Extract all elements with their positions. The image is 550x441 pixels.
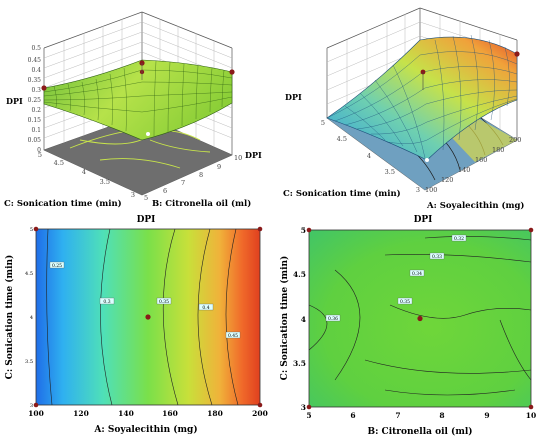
z-tick-0.15: 0.15 xyxy=(28,117,42,124)
x-tick-160: 160 xyxy=(162,409,178,418)
contour-label-0.25: 0.25 xyxy=(52,263,62,269)
y-tick-3: 3 xyxy=(30,403,33,409)
y-tick-3.5: 3.5 xyxy=(385,168,395,176)
contour-label-0.34: 0.34 xyxy=(412,271,422,277)
x-tick-180: 180 xyxy=(492,146,504,154)
x-axis-label: B: Citronella oil (ml) xyxy=(367,426,472,437)
z-tick-0.1: 0.1 xyxy=(31,127,41,134)
y-tick-5: 5 xyxy=(301,226,306,235)
contour-label-0.36: 0.36 xyxy=(328,316,338,322)
x-tick-10: 10 xyxy=(234,154,242,162)
contour-label-0.4: 0.4 xyxy=(202,305,209,311)
contour-label-0.32: 0.32 xyxy=(454,236,464,242)
y-tick-3.5: 3.5 xyxy=(25,359,33,365)
y-axis-label: C: Sonication time (min) xyxy=(4,198,122,209)
y-tick-3: 3 xyxy=(416,186,420,194)
y-tick-3: 3 xyxy=(301,403,306,412)
x-tick-5: 5 xyxy=(306,411,311,420)
x-tick-6: 6 xyxy=(163,187,167,195)
z-tick-0.35: 0.35 xyxy=(28,77,42,84)
x-tick-8: 8 xyxy=(439,411,444,420)
y-tick-4.5: 4.5 xyxy=(337,135,347,143)
x-tick-180: 180 xyxy=(207,409,223,418)
y-axis-label: C: Sonication time (min) xyxy=(4,255,15,380)
y-axis-label: C: Sonication time (min) xyxy=(279,256,290,381)
x-tick-7: 7 xyxy=(181,179,185,187)
x-tick-140: 140 xyxy=(458,166,470,174)
contour-plot-citronella-sonication: DPI 0.32 0.33 0.34 0.35 0.36 5 6 7 8 9 1… xyxy=(275,210,550,441)
design-point xyxy=(145,314,150,319)
contour-plot-soyalecithin-sonication: DPI 0.25 0.3 0.35 0.4 0.45 100 120 140 1… xyxy=(0,210,275,441)
surface xyxy=(44,60,232,140)
x-axis-label: A: Soyalecithin (mg) xyxy=(93,424,197,435)
plot-title: DPI xyxy=(414,215,433,225)
x-tick-6: 6 xyxy=(350,411,355,420)
design-point xyxy=(417,316,422,321)
x-tick-9: 9 xyxy=(217,163,221,171)
contour-label-0.3: 0.3 xyxy=(103,299,110,305)
contour-label-0.33: 0.33 xyxy=(432,254,442,260)
plot-title: DPI xyxy=(137,215,156,225)
z-tick-0.4: 0.4 xyxy=(31,67,41,74)
x-tick-7: 7 xyxy=(395,411,400,420)
surface-plot-citronella-sonication: 0 0.05 0.1 0.15 0.2 0.25 0.3 0.35 0.4 0.… xyxy=(0,0,275,210)
x-tick-140: 140 xyxy=(118,409,134,418)
z-axis-label: DPI xyxy=(6,96,23,106)
y-tick-4.5: 4.5 xyxy=(25,271,33,277)
x-tick-120: 120 xyxy=(73,409,89,418)
x-tick-8: 8 xyxy=(199,171,203,179)
contour-label-0.35: 0.35 xyxy=(159,299,169,305)
x-tick-10: 10 xyxy=(526,411,536,420)
y-tick-3: 3 xyxy=(131,191,135,199)
x-tick-labels: 100 120 140 160 180 200 xyxy=(28,409,268,418)
contour-label-0.35: 0.35 xyxy=(400,299,410,305)
y-tick-5: 5 xyxy=(30,227,33,233)
floor-label: DPI xyxy=(245,150,262,160)
y-tick-3.5: 3.5 xyxy=(293,359,306,368)
x-tick-100: 100 xyxy=(28,409,44,418)
y-tick-5: 5 xyxy=(321,119,325,127)
x-tick-labels: 5 6 7 8 9 10 xyxy=(306,411,536,420)
z-tick-0.5: 0.5 xyxy=(31,45,41,52)
x-axis-label: B: Citronella oil (ml) xyxy=(152,198,251,209)
x-tick-200: 200 xyxy=(509,136,521,144)
y-axis-label: C: Sonication time (min) xyxy=(283,188,401,199)
y-tick-labels: 3 3.5 4 4.5 5 xyxy=(25,227,33,409)
y-tick-3.5: 3.5 xyxy=(100,178,110,186)
x-tick-100: 100 xyxy=(425,186,437,194)
z-tick-0.2: 0.2 xyxy=(31,107,41,114)
x-tick-160: 160 xyxy=(475,156,487,164)
x-axis-label: A: Soyalecithin (mg) xyxy=(426,200,524,210)
x-tick-9: 9 xyxy=(484,411,489,420)
y-tick-labels: 3 3.5 4 4.5 5 xyxy=(293,226,306,412)
x-tick-5: 5 xyxy=(144,194,148,202)
z-tick-0.45: 0.45 xyxy=(28,57,42,64)
y-tick-4.5: 4.5 xyxy=(54,159,64,167)
y-tick-4: 4 xyxy=(30,315,33,321)
y-tick-4: 4 xyxy=(82,168,86,176)
z-tick-0.25: 0.25 xyxy=(28,97,42,104)
z-tick-labels: 0 0.05 0.1 0.15 0.2 0.25 0.3 0.35 0.4 0.… xyxy=(28,45,42,154)
contour-label-0.45: 0.45 xyxy=(228,333,238,339)
y-tick-4.5: 4.5 xyxy=(293,270,306,279)
x-tick-120: 120 xyxy=(441,176,453,184)
z-tick-0.05: 0.05 xyxy=(28,137,42,144)
y-tick-4: 4 xyxy=(301,315,306,324)
surface-plot-soyalecithin-sonication: DPI 5 4.5 4 3.5 3 100 120 140 160 180 20… xyxy=(275,0,550,210)
y-tick-5: 5 xyxy=(38,151,42,159)
z-tick-0.3: 0.3 xyxy=(31,87,41,94)
z-axis-label: DPI xyxy=(285,92,302,102)
x-tick-200: 200 xyxy=(252,409,268,418)
y-tick-4: 4 xyxy=(367,152,371,160)
